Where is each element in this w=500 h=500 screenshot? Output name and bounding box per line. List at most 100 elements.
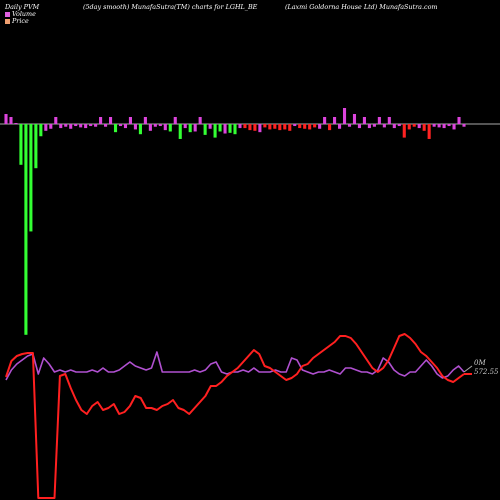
volume-bar <box>188 124 192 133</box>
chart-header-right: (Laxmi Goldorna House Ltd) MunafaSutra.c… <box>285 3 438 11</box>
volume-bar <box>9 117 13 124</box>
volume-bar <box>138 124 142 135</box>
volume-bar <box>268 124 272 130</box>
volume-bar <box>39 124 43 137</box>
volume-bar <box>333 117 337 124</box>
volume-bar <box>462 124 466 127</box>
volume-line-label: 0M <box>474 359 486 367</box>
chart-header-center: (5day smooth) MunafaSutra(TM) charts for… <box>83 3 258 11</box>
volume-bar <box>432 124 436 127</box>
volume-bar <box>407 124 411 130</box>
volume-bar <box>123 124 128 129</box>
volume-bar <box>303 124 307 129</box>
volume-bar <box>238 124 242 129</box>
volume-bar <box>367 124 371 129</box>
volume-bar <box>288 124 292 131</box>
volume-bar <box>447 124 451 127</box>
volume-bar <box>427 124 431 139</box>
volume-bar <box>168 124 172 132</box>
volume-bar <box>362 117 366 124</box>
volume-bar <box>34 124 38 169</box>
volume-end-marker <box>463 365 473 373</box>
volume-bar <box>387 117 391 124</box>
legend-price: Price <box>5 17 29 25</box>
volume-bar <box>457 117 461 124</box>
volume-bar <box>183 124 187 129</box>
chart-header-left: Daily PVM <box>5 3 40 11</box>
volume-bar <box>377 117 381 124</box>
volume-bar <box>218 124 222 132</box>
volume-bar <box>79 124 83 128</box>
volume-bar <box>422 124 426 131</box>
volume-bar <box>44 124 48 131</box>
legend-volume-swatch <box>5 11 10 17</box>
volume-bars <box>4 108 466 335</box>
volume-bar <box>352 114 357 124</box>
volume-bar <box>94 124 98 127</box>
volume-bar <box>193 124 197 132</box>
volume-bar <box>104 124 108 127</box>
volume-bar <box>29 124 33 232</box>
volume-bar <box>163 124 167 131</box>
price-label: 572.55 <box>474 368 499 376</box>
volume-bar <box>109 117 113 124</box>
volume-bar <box>392 124 396 129</box>
volume-bar <box>442 124 446 129</box>
volume-bar <box>253 124 257 131</box>
volume-bar <box>24 124 28 335</box>
volume-bar <box>54 117 58 124</box>
volume-bar <box>99 117 103 124</box>
volume-bar <box>382 124 386 128</box>
volume-bar <box>278 124 282 131</box>
volume-bar <box>318 124 322 129</box>
volume-bar <box>89 124 93 127</box>
volume-bar <box>313 124 317 128</box>
legend-volume-label: Volume <box>12 10 36 18</box>
volume-bar <box>198 117 202 124</box>
volume-bar <box>113 124 118 133</box>
volume-bar <box>293 124 297 127</box>
legend-price-label: Price <box>12 17 29 25</box>
volume-bar <box>143 117 147 124</box>
volume-bar <box>4 114 8 124</box>
volume-bar <box>328 124 332 131</box>
volume-bar <box>59 124 63 129</box>
volume-bar <box>273 124 277 129</box>
volume-bar <box>153 124 157 127</box>
volume-bar <box>233 124 237 135</box>
volume-bar <box>342 108 347 124</box>
volume-bar <box>397 124 401 127</box>
volume-bar <box>338 124 342 129</box>
volume-bar <box>128 117 132 124</box>
volume-bar <box>118 124 123 127</box>
volume-bar <box>69 124 73 129</box>
volume-bar <box>248 124 252 131</box>
volume-bar <box>258 124 262 133</box>
volume-bar <box>213 124 217 138</box>
volume-bar <box>283 124 287 130</box>
volume-bar <box>298 124 302 129</box>
volume-bar <box>347 124 352 127</box>
volume-bar <box>19 124 23 165</box>
volume-bar <box>14 123 18 124</box>
price-line <box>5 333 465 499</box>
volume-bar <box>437 124 441 128</box>
volume-bar <box>64 124 68 127</box>
volume-bar <box>148 124 152 131</box>
volume-bar <box>243 124 247 129</box>
volume-bar <box>223 124 227 134</box>
volume-bar <box>452 124 456 130</box>
volume-bar <box>203 124 207 135</box>
volume-bar <box>208 124 212 129</box>
legend-price-swatch <box>5 18 10 24</box>
volume-line <box>5 351 465 381</box>
legend-volume: Volume <box>5 10 36 18</box>
volume-bar <box>84 124 88 129</box>
volume-bar <box>158 124 162 127</box>
volume-bar <box>228 124 232 133</box>
volume-bar <box>402 124 406 138</box>
volume-bar <box>173 117 177 124</box>
volume-bar <box>412 124 416 127</box>
volume-bar <box>357 124 361 129</box>
